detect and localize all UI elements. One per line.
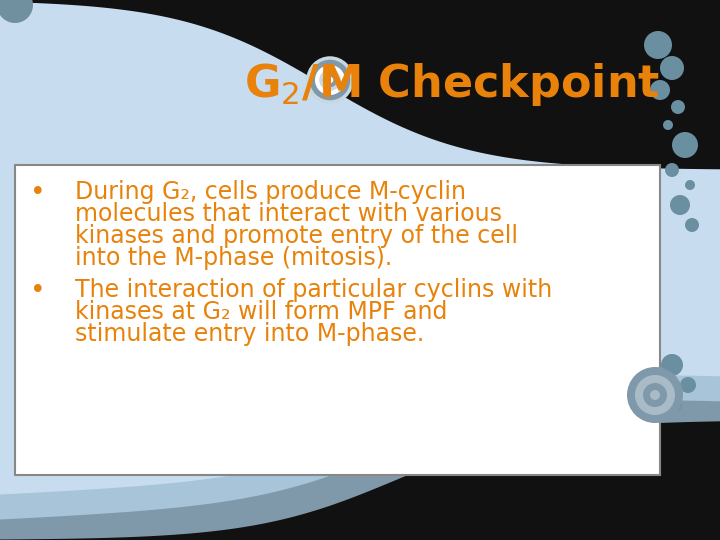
Text: During G₂, cells produce M-cyclin: During G₂, cells produce M-cyclin [75,180,466,204]
Circle shape [0,0,33,23]
Circle shape [315,65,345,95]
Circle shape [685,180,695,190]
Circle shape [635,375,675,415]
Circle shape [650,390,660,400]
Polygon shape [0,421,720,540]
Text: stimulate entry into M-phase.: stimulate entry into M-phase. [75,322,424,346]
Circle shape [627,367,683,423]
Circle shape [670,399,682,411]
Polygon shape [0,375,720,540]
Text: kinases and promote entry of the cell: kinases and promote entry of the cell [75,224,518,248]
Circle shape [672,132,698,158]
Circle shape [680,377,696,393]
Polygon shape [0,0,720,170]
Circle shape [650,80,670,100]
Text: •: • [30,278,45,304]
Circle shape [326,76,334,84]
Text: •: • [30,180,45,206]
Text: kinases at G₂ will form MPF and: kinases at G₂ will form MPF and [75,300,447,324]
Circle shape [308,58,352,102]
Text: G$_2$/M Checkpoint: G$_2$/M Checkpoint [244,62,660,109]
Circle shape [643,383,667,407]
Polygon shape [0,0,720,164]
Circle shape [660,56,684,80]
Polygon shape [0,400,720,540]
Circle shape [665,163,679,177]
Text: molecules that interact with various: molecules that interact with various [75,202,502,226]
Circle shape [671,100,685,114]
Bar [15,165,660,475]
Text: The interaction of particular cyclins with: The interaction of particular cyclins wi… [75,278,552,302]
Text: into the M-phase (mitosis).: into the M-phase (mitosis). [75,246,392,270]
Circle shape [670,195,690,215]
Circle shape [685,218,699,232]
Polygon shape [0,0,720,124]
Circle shape [663,120,673,130]
Circle shape [644,31,672,59]
Circle shape [321,71,339,89]
Circle shape [661,354,683,376]
